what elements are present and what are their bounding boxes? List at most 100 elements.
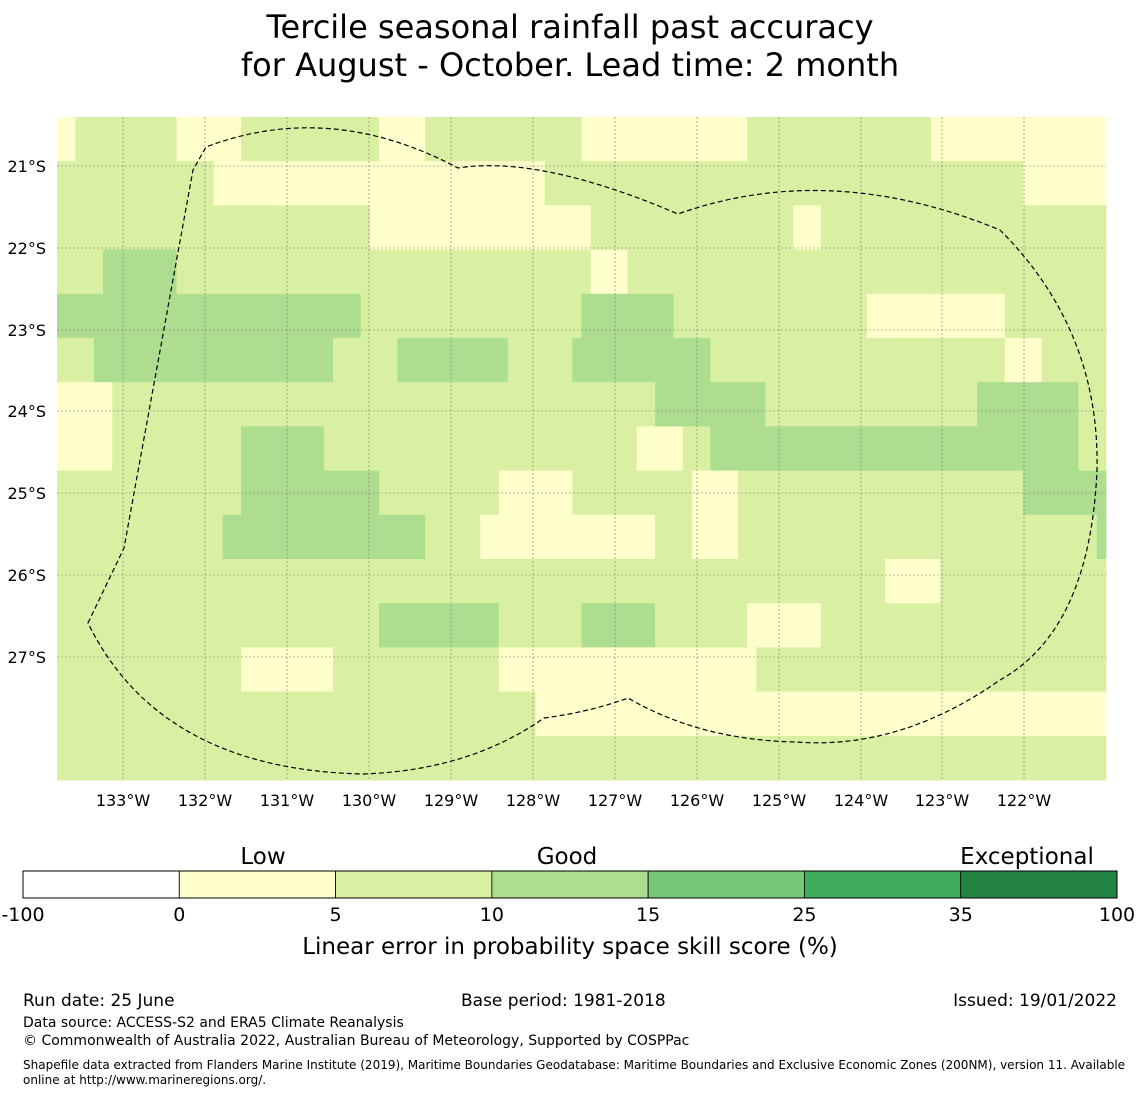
grid-cell <box>581 293 674 339</box>
longitude-label: 131°W <box>260 791 315 810</box>
colorbar-swatch <box>335 870 493 899</box>
grid-cell <box>379 603 500 648</box>
grid-cell <box>213 161 546 206</box>
grid-cell <box>590 249 628 295</box>
shapefile-credit-line2: online at http://www.marineregions.org/. <box>23 1073 267 1087</box>
latitude-label: 23°S <box>7 321 46 340</box>
longitude-label: 127°W <box>588 791 643 810</box>
grid-cell <box>977 382 1079 427</box>
grid-cell <box>737 514 1098 560</box>
grid-cell <box>360 293 582 339</box>
grid-cell <box>57 426 113 471</box>
grid-cell <box>1096 514 1107 560</box>
colorbar-swatch <box>491 870 649 899</box>
graticule <box>57 117 1106 780</box>
grid-cell <box>498 470 573 516</box>
grid-cell <box>627 249 1107 295</box>
grid-cell <box>507 338 573 383</box>
grid-cell <box>756 647 1107 692</box>
grid-cell <box>581 603 656 648</box>
grid-cell <box>425 117 582 162</box>
grid-cell <box>793 205 822 250</box>
grid-cell <box>940 559 1107 604</box>
longitude-label: 132°W <box>178 791 233 810</box>
grid-cell <box>655 514 693 560</box>
issued-date: Issued: 19/01/2022 <box>953 991 1117 1011</box>
grid-cell <box>480 514 656 560</box>
grid-cell <box>176 117 242 162</box>
longitude-label: 130°W <box>342 791 397 810</box>
grid-cell <box>673 293 868 339</box>
grid-cell <box>379 117 426 162</box>
grid-cell <box>820 603 1107 648</box>
base-period: Base period: 1981-2018 <box>461 991 666 1011</box>
grid-cell <box>885 559 941 604</box>
colorbar-tick-label: 15 <box>636 904 660 926</box>
grid-cell <box>323 426 638 471</box>
grid-cell <box>57 559 886 604</box>
grid-cell <box>572 338 711 383</box>
longitude-labels: 133°W 132°W 131°W 130°W 129°W 128°W 127°W 126°W… <box>96 791 1052 810</box>
colorbar: Low Good Exceptional -100 0 5 10 15 25 35 100 Lin… <box>1 844 1135 960</box>
grid-cell <box>57 691 536 737</box>
grid-cell <box>747 117 932 162</box>
grid-cell <box>93 338 334 383</box>
longitude-label: 123°W <box>915 791 970 810</box>
grid-cell <box>241 117 380 162</box>
grid-cell <box>765 382 978 427</box>
grid-cell <box>57 117 76 162</box>
eez-boundary <box>87 127 1098 775</box>
longitude-label: 129°W <box>424 791 479 810</box>
grid-cell <box>581 117 748 162</box>
grid-cell <box>176 249 592 295</box>
grid-cell <box>57 647 242 692</box>
longitude-label: 133°W <box>96 791 151 810</box>
colorbar-swatch <box>647 870 805 899</box>
run-date: Run date: 25 June <box>23 991 175 1011</box>
grid-cell <box>710 338 1006 383</box>
grid-cell <box>57 382 113 427</box>
latitude-label: 27°S <box>7 648 46 667</box>
data-source: Data source: ACCESS-S2 and ERA5 Climate … <box>23 1015 404 1031</box>
colorbar-tick-label: 0 <box>173 904 185 926</box>
latitude-label: 21°S <box>7 157 46 176</box>
grid-cell <box>57 161 214 206</box>
colorbar-tick-label: 5 <box>330 904 342 926</box>
longitude-label: 126°W <box>670 791 725 810</box>
colorbar-tick-label: 10 <box>480 904 504 926</box>
grid-cell <box>572 470 693 516</box>
grid-cell <box>498 603 582 648</box>
grid-cell <box>655 382 766 427</box>
grid-cell <box>112 426 242 471</box>
grid-cell <box>498 647 757 692</box>
grid-cell <box>737 470 1024 516</box>
grid-cell <box>57 735 1107 781</box>
longitude-label: 125°W <box>752 791 807 810</box>
grid-cell <box>103 249 178 295</box>
shapefile-credit-line1: Shapefile data extracted from Flanders M… <box>23 1058 1126 1072</box>
grid-cell <box>222 514 426 560</box>
grid-cell <box>747 603 822 648</box>
grid-cell <box>333 647 500 692</box>
grid-cell <box>535 691 1107 737</box>
grid-cell <box>1041 338 1107 383</box>
colorbar-tick-label: 100 <box>1099 904 1135 926</box>
grid-cell <box>57 338 95 383</box>
grid-cell <box>57 514 224 560</box>
colorbar-swatch <box>178 870 336 899</box>
grid-cell <box>710 426 1079 471</box>
colorbar-tick-label: 35 <box>949 904 973 926</box>
colorbar-category-label: Low <box>240 844 285 870</box>
grid-cell <box>57 603 380 648</box>
colorbar-swatch <box>22 870 180 899</box>
grid-cell <box>397 338 509 383</box>
grid-cell <box>636 426 684 471</box>
longitude-label: 128°W <box>506 791 561 810</box>
grid-cell <box>57 205 371 250</box>
grid-cell <box>931 117 1107 162</box>
colorbar-swatch <box>960 870 1118 899</box>
colorbar-tick-label: 25 <box>792 904 816 926</box>
grid-cell <box>1004 338 1042 383</box>
longitude-label: 122°W <box>997 791 1052 810</box>
